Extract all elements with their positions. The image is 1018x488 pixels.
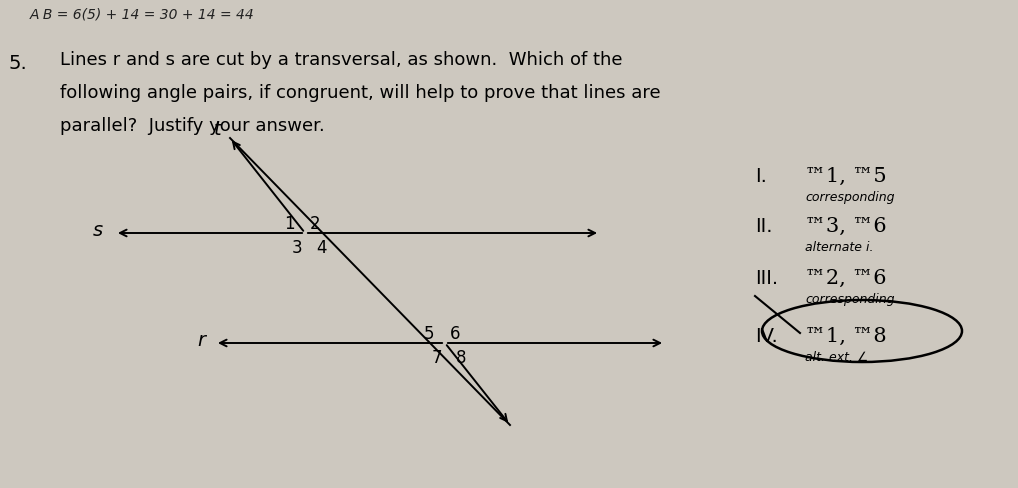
Text: t: t bbox=[214, 120, 222, 139]
Text: IV.: IV. bbox=[755, 326, 778, 346]
Text: parallel?  Justify your answer.: parallel? Justify your answer. bbox=[60, 117, 325, 135]
Text: alt. ext. ∠: alt. ext. ∠ bbox=[805, 350, 868, 363]
Text: A B = 6(5) + 14 = 30 + 14 = 44: A B = 6(5) + 14 = 30 + 14 = 44 bbox=[30, 7, 254, 21]
Text: 6: 6 bbox=[450, 325, 460, 342]
Text: corresponding: corresponding bbox=[805, 191, 895, 203]
Text: 5.: 5. bbox=[8, 54, 26, 73]
Text: Lines r and s are cut by a transversal, as shown.  Which of the: Lines r and s are cut by a transversal, … bbox=[60, 51, 622, 69]
Text: 8: 8 bbox=[456, 348, 466, 366]
Text: 5: 5 bbox=[423, 325, 435, 342]
Text: s: s bbox=[93, 221, 103, 240]
Text: ™2, ™6: ™2, ™6 bbox=[805, 268, 887, 287]
Text: ™1, ™8: ™1, ™8 bbox=[805, 326, 887, 346]
Text: 7: 7 bbox=[432, 348, 442, 366]
Text: 2: 2 bbox=[309, 215, 321, 232]
Text: III.: III. bbox=[755, 268, 778, 287]
Text: I.: I. bbox=[755, 167, 767, 185]
Text: 3: 3 bbox=[292, 239, 302, 257]
Text: ™1, ™5: ™1, ™5 bbox=[805, 167, 887, 185]
Text: corresponding: corresponding bbox=[805, 292, 895, 305]
Text: following angle pairs, if congruent, will help to prove that lines are: following angle pairs, if congruent, wil… bbox=[60, 84, 661, 102]
Text: 4: 4 bbox=[316, 239, 326, 257]
Text: alternate i.: alternate i. bbox=[805, 241, 873, 253]
Text: r: r bbox=[197, 331, 205, 350]
Text: 1: 1 bbox=[284, 215, 294, 232]
Text: ™3, ™6: ™3, ™6 bbox=[805, 217, 887, 236]
Text: II.: II. bbox=[755, 217, 773, 236]
